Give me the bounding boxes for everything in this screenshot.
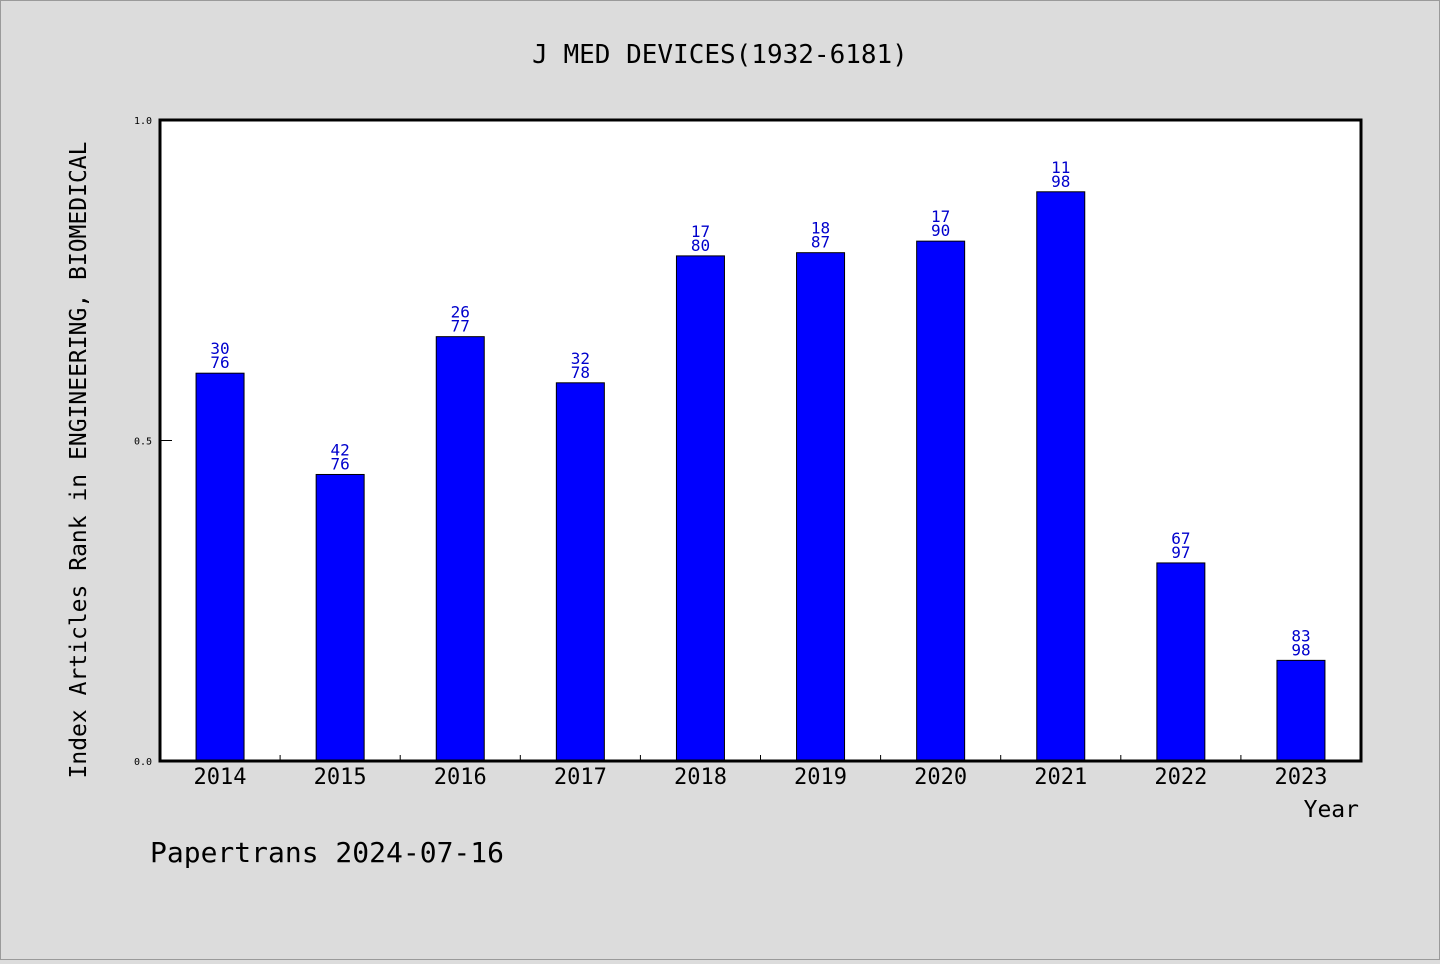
y-axis: 0.0 0.5 1.0 xyxy=(134,116,172,768)
chart-title: J MED DEVICES(1932-6181) xyxy=(532,40,908,70)
y-tick-label-2: 1.0 xyxy=(134,116,152,127)
bar-2017 xyxy=(555,382,605,762)
bar-2022 xyxy=(1156,562,1206,762)
bar-label-top-2015: 42 xyxy=(331,440,350,459)
x-tick-label-2022: 2022 xyxy=(1154,765,1207,790)
x-axis: 2014 2015 2016 2017 2018 2019 2020 2021 2022 2023 xyxy=(194,755,1327,790)
x-tick-label-2014: 2014 xyxy=(194,765,247,790)
bar-label-bottom-2014: 76 xyxy=(210,353,229,372)
bar-label-bottom-2023: 98 xyxy=(1291,640,1310,659)
bar-2018 xyxy=(675,255,725,762)
bar-2014 xyxy=(195,372,245,762)
bar-label-top-2020: 17 xyxy=(931,207,950,226)
x-tick-label-2019: 2019 xyxy=(794,765,847,790)
bar-2016 xyxy=(435,336,485,762)
x-tick-label-2018: 2018 xyxy=(674,765,727,790)
bar-label-top-2016: 26 xyxy=(451,303,470,322)
x-tick-label-2016: 2016 xyxy=(434,765,487,790)
bar-2019 xyxy=(796,252,846,762)
bar-label-bottom-2019: 87 xyxy=(811,233,830,252)
bar-label-top-2014: 30 xyxy=(210,339,229,358)
x-tick-label-2017: 2017 xyxy=(554,765,607,790)
bars-layer xyxy=(195,191,1326,762)
bar-2020 xyxy=(916,240,966,762)
y-tick-label-0: 0.0 xyxy=(134,757,152,768)
footer-credit: Papertrans 2024-07-16 xyxy=(150,836,504,869)
bar-2023 xyxy=(1276,659,1326,762)
bar-label-bottom-2021: 98 xyxy=(1051,172,1070,191)
bar-label-top-2018: 17 xyxy=(691,222,710,241)
x-axis-label: Year xyxy=(1304,797,1359,823)
bar-label-top-2023: 83 xyxy=(1291,626,1310,645)
y-axis-label: Index Articles Rank in ENGINEERING, BIOM… xyxy=(66,142,92,779)
bar-label-bottom-2017: 78 xyxy=(571,363,590,382)
bar-label-bottom-2016: 77 xyxy=(451,317,470,336)
bar-label-bottom-2022: 97 xyxy=(1171,543,1190,562)
bar-label-top-2021: 11 xyxy=(1051,158,1070,177)
x-tick-label-2020: 2020 xyxy=(914,765,967,790)
x-tick-label-2021: 2021 xyxy=(1034,765,1087,790)
bar-label-top-2022: 67 xyxy=(1171,529,1190,548)
bar-label-bottom-2020: 90 xyxy=(931,221,950,240)
bar-label-bottom-2018: 80 xyxy=(691,236,710,255)
bar-label-top-2017: 32 xyxy=(571,349,590,368)
y-tick-label-1: 0.5 xyxy=(134,437,152,448)
bar-2015 xyxy=(315,473,365,762)
x-tick-label-2023: 2023 xyxy=(1274,765,1327,790)
bar-label-top-2019: 18 xyxy=(811,219,830,238)
bar-2021 xyxy=(1036,191,1086,762)
x-tick-label-2015: 2015 xyxy=(314,765,367,790)
bar-label-bottom-2015: 76 xyxy=(331,454,350,473)
